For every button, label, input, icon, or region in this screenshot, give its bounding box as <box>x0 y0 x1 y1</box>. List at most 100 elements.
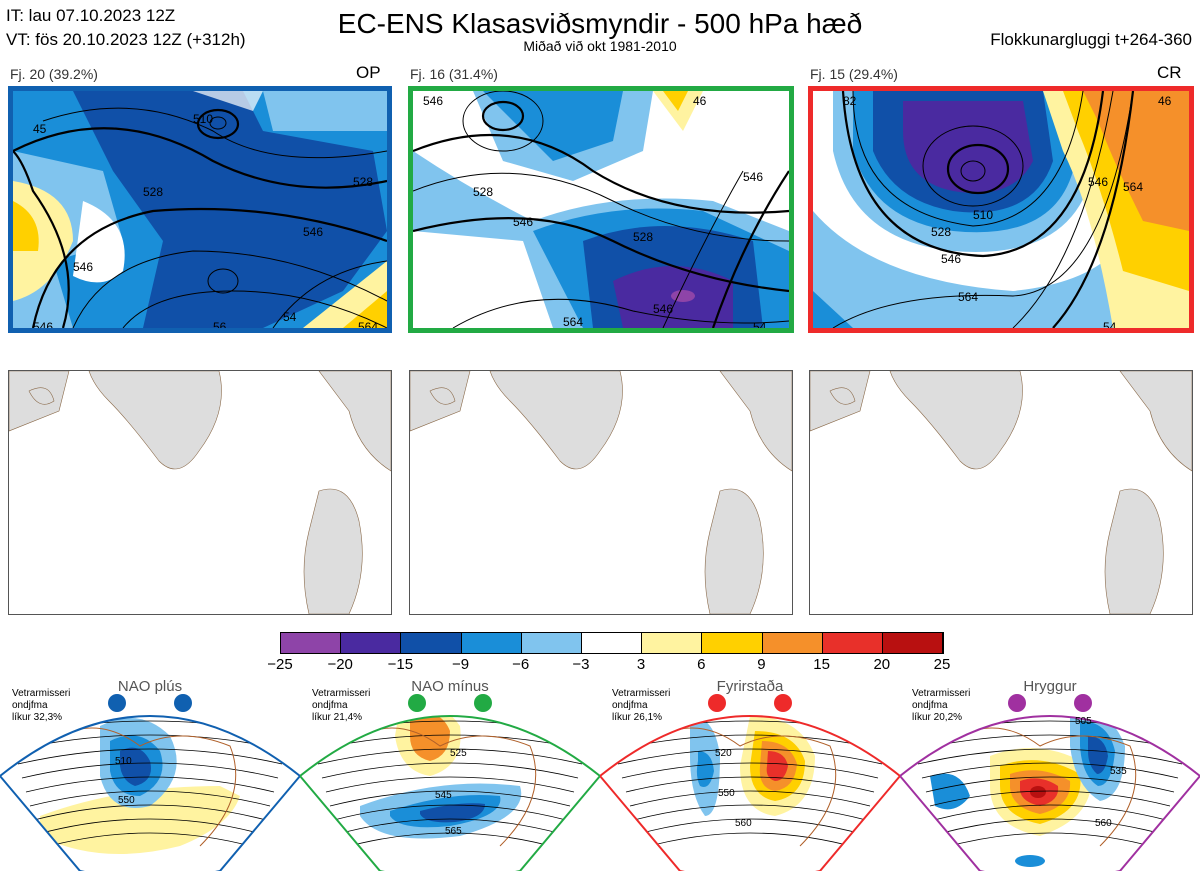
cluster-2-contour-label: 546 <box>653 302 673 316</box>
colorbar-segment <box>521 633 582 653</box>
regime-marker-dot <box>1074 694 1092 712</box>
empty-map-3-land <box>810 371 1192 614</box>
it-line: IT: lau 07.10.2023 12Z <box>6 6 176 25</box>
cluster-3-tag: CR <box>1157 63 1182 82</box>
colorbar-segment <box>461 633 522 653</box>
cluster-1-contour-label: 528 <box>143 185 163 199</box>
regime-name: Hryggur <box>1023 678 1077 695</box>
cluster-2-field: 528 546 528 546 564 546 54 46 546 <box>413 91 789 328</box>
cluster-2-contour-label: 528 <box>473 185 493 199</box>
colorbar-tick-label: 20 <box>873 656 891 673</box>
regime-panel: 505 535 560 Hryggur Vetrarmisseri ondjfma lí… <box>900 676 1200 871</box>
cluster-1-map: 45 510 528 546 528 546 564 54 56 546 <box>8 86 392 333</box>
regime-contour-label: 510 <box>115 756 132 767</box>
chart-title: EC-ENS Klasasviðsmyndir - 500 hPa hæð <box>337 8 863 39</box>
cluster-1-tag: OP <box>356 63 381 82</box>
colorbar-segment <box>762 633 823 653</box>
colorbar-tick-label: −15 <box>387 656 414 673</box>
cluster-2-contour-label: 528 <box>633 230 653 244</box>
cluster-1-contour-label: 546 <box>303 225 323 239</box>
colorbar-tick-label: 3 <box>636 656 646 673</box>
cluster-2-contour-label: 546 <box>423 94 443 108</box>
regime-marker-dot <box>108 694 126 712</box>
regime-contour-label: 565 <box>445 826 462 837</box>
colorbar-tick-label: −9 <box>451 656 470 673</box>
regime-map: 505 535 560 <box>900 694 1200 871</box>
colorbar-tick-label: 15 <box>813 656 830 673</box>
regime-info: Vetrarmisseri ondjfma líkur 26,1% <box>612 688 671 723</box>
cluster-3-contour-label: 564 <box>958 290 978 304</box>
cluster-3-count: Fj. 15 (29.4%) <box>810 66 898 82</box>
regime-marker-dot <box>774 694 792 712</box>
regime-map: 525 545 565 <box>300 694 600 871</box>
cluster-1-contour-label: 510 <box>193 112 213 126</box>
classification-window: Flokkunargluggi t+264-360 <box>990 30 1192 49</box>
cluster-2-contour-label: 546 <box>743 170 763 184</box>
empty-map-1 <box>8 370 392 615</box>
regime-info: Vetrarmisseri ondjfma líkur 20,2% <box>912 688 971 723</box>
regime-info: Vetrarmisseri ondjfma líkur 21,4% <box>312 688 371 723</box>
colorbar-segment <box>702 633 763 653</box>
regime-contour-label: 560 <box>1095 818 1112 829</box>
regime-contour-label: 505 <box>1075 716 1092 727</box>
regime-panel: 525 545 565 NAO mínus Vetrarmisseri ondjfma… <box>300 676 600 871</box>
chart-subtitle: Miðað við okt 1981-2010 <box>523 38 677 54</box>
empty-map-2-land <box>410 371 792 614</box>
regime-contour-label: 550 <box>118 795 135 806</box>
colorbar-tick-label: −20 <box>327 656 353 673</box>
colorbar-segment <box>341 633 402 653</box>
cluster-1-contour-label: 528 <box>353 175 373 189</box>
cluster-2-contour-label: 54 <box>753 320 767 328</box>
regime-contour-label: 525 <box>450 748 467 759</box>
regime-marker-dot <box>1008 694 1026 712</box>
colorbar-segment <box>882 633 944 653</box>
regime-map: 520 550 560 <box>600 694 900 871</box>
cluster-2-contour-label: 46 <box>693 94 707 108</box>
colorbar-tick-label: −3 <box>572 656 590 673</box>
regime-marker-dot <box>408 694 426 712</box>
regime-panel: 520 550 560 Fyrirstaða Vetrarmisseri ondjfm… <box>600 676 900 871</box>
regime-marker-dot <box>174 694 192 712</box>
regime-marker-dot <box>708 694 726 712</box>
colorbar-ticks: −25 −20 −15 −9 −6 −3 3 6 9 15 20 25 <box>0 656 1200 676</box>
cluster-2-contour-label: 564 <box>563 315 583 328</box>
cluster-3-contour-label: 546 <box>1088 175 1108 189</box>
cluster-2-map: 528 546 528 546 564 546 54 46 546 <box>408 86 794 333</box>
cluster-3-contour-label: 82 <box>843 94 857 108</box>
regime-map: 510 550 <box>0 694 300 871</box>
cluster-2-count: Fj. 16 (31.4%) <box>410 66 498 82</box>
regime-contour-label: 550 <box>718 788 735 799</box>
colorbar-segment <box>642 633 703 653</box>
colorbar-tick-label: 6 <box>697 656 706 673</box>
empty-map-2 <box>409 370 793 615</box>
regime-info: Vetrarmisseri ondjfma líkur 32,3% <box>12 688 71 723</box>
cluster-1-contour-label: 54 <box>283 310 297 324</box>
cluster-1-contour-label: 45 <box>33 122 47 136</box>
cluster-3-map: 528 510 546 564 546 564 54 46 82 <box>808 86 1194 333</box>
cluster-3-contour-label: 46 <box>1158 94 1172 108</box>
cluster-1-contour-label: 564 <box>358 320 378 328</box>
regime-name: NAO plús <box>117 678 183 695</box>
cluster-1-contour-label: 546 <box>73 260 93 274</box>
cluster-3-contour-label: 528 <box>931 225 951 239</box>
colorbar-tick-label: −6 <box>512 656 530 673</box>
colorbar-tick-label: −25 <box>267 656 293 673</box>
cluster-1-contour-label: 56 <box>213 320 227 328</box>
cluster-2-contour-label: 546 <box>513 215 533 229</box>
cluster-1-field: 45 510 528 546 528 546 564 54 56 546 <box>13 91 387 328</box>
cluster-1-contour-label: 546 <box>33 320 53 328</box>
cluster-3-contour-label: 510 <box>973 208 993 222</box>
colorbar <box>280 632 944 654</box>
cluster-3-field: 528 510 546 564 546 564 54 46 82 <box>813 91 1189 328</box>
vt-line: VT: fös 20.10.2023 12Z (+312h) <box>6 30 246 49</box>
regime-name: Fyrirstaða <box>716 678 784 695</box>
cluster-3-contour-label: 54 <box>1103 320 1117 328</box>
empty-map-1-land <box>9 371 391 614</box>
colorbar-segment <box>281 633 342 653</box>
cluster-3-contour-label: 546 <box>941 252 961 266</box>
regime-name: NAO mínus <box>411 678 489 695</box>
cluster-1-count: Fj. 20 (39.2%) <box>10 66 98 82</box>
colorbar-tick-label: 9 <box>757 656 766 673</box>
regime-marker-dot <box>474 694 492 712</box>
regime-contour-label: 545 <box>435 790 452 801</box>
